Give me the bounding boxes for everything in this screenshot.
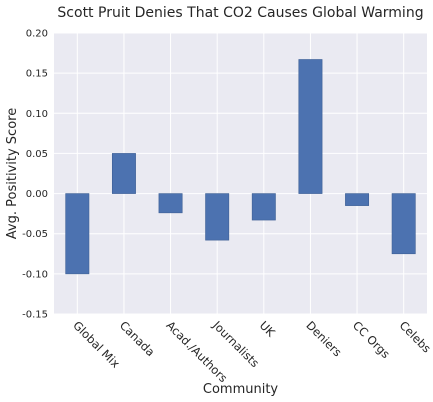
x-tick-label: CC Orgs [350, 318, 393, 361]
bar-cc-orgs [345, 193, 370, 206]
y-tick-label: 0.20 [26, 29, 48, 40]
bar-celebs [391, 193, 416, 255]
y-tick-label: -0.10 [22, 269, 48, 280]
x-tick-label: Celebs [397, 318, 433, 355]
bars [65, 59, 416, 275]
y-axis-label: Avg. Positivity Score [5, 108, 20, 239]
y-tick-label: 0.00 [26, 189, 48, 200]
bar-deniers [298, 59, 323, 194]
x-tick-label: Global Mix [70, 318, 123, 371]
bar-journalists [205, 193, 230, 241]
x-tick-label: Deniers [303, 318, 344, 359]
y-tick-label: -0.15 [22, 310, 48, 321]
y-tick-label: 0.15 [26, 69, 48, 80]
bar-global-mix [65, 193, 90, 275]
y-tick-label: -0.05 [22, 229, 48, 240]
y-tick-labels: -0.15 -0.10 -0.05 0.00 0.05 0.10 0.15 0.20 [22, 29, 48, 321]
chart-title: Scott Pruit Denies That CO2 Causes Globa… [57, 5, 423, 21]
bar-acad-authors [158, 193, 183, 214]
bar-uk [251, 193, 276, 221]
x-axis-label: Community [203, 382, 279, 397]
plot-area [54, 33, 427, 314]
bar-canada [111, 153, 136, 194]
x-tick-label: Canada [117, 318, 158, 359]
y-tick-label: 0.10 [26, 109, 48, 120]
y-tick-label: 0.05 [26, 149, 48, 160]
x-tick-label: UK [257, 318, 279, 340]
